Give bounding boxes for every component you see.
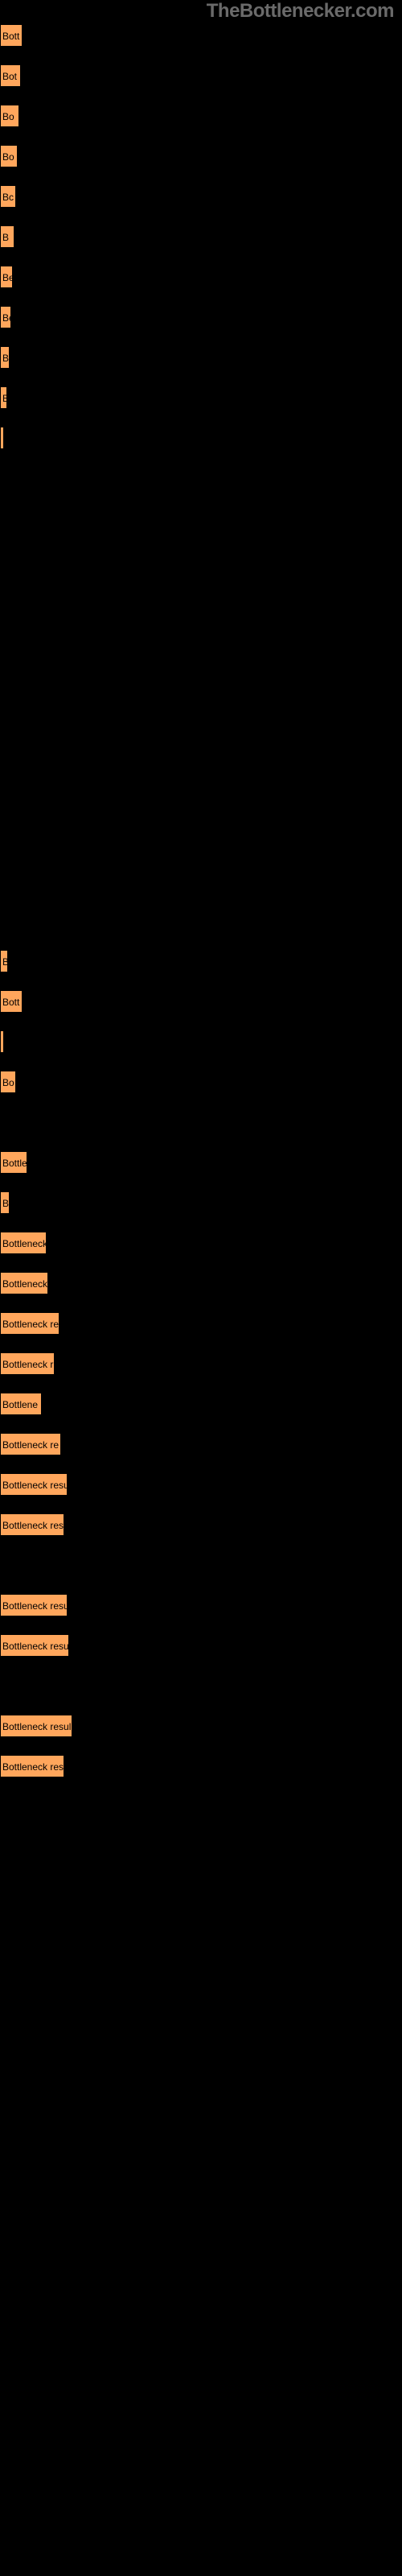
bar: B bbox=[0, 225, 14, 248]
bar: Be bbox=[0, 306, 11, 328]
bar-row: Bott bbox=[0, 990, 402, 1013]
bar: Bottle bbox=[0, 1151, 27, 1174]
bar-row: Bottlene bbox=[0, 1393, 402, 1415]
bar: B bbox=[0, 346, 10, 369]
bar-chart: BottBotBoBoBcBBeBeBBBBottBoBottleBBottle… bbox=[0, 24, 402, 1795]
bar-row bbox=[0, 427, 402, 449]
bar-row: Bottleneck re bbox=[0, 1312, 402, 1335]
bar: Bot bbox=[0, 64, 21, 87]
bar: Bottleneck res bbox=[0, 1755, 64, 1777]
bar: Bott bbox=[0, 990, 23, 1013]
bar: Bo bbox=[0, 1071, 16, 1093]
bar: Be bbox=[0, 266, 13, 288]
bar-row: Bottleneck resu bbox=[0, 1634, 402, 1657]
bar-row bbox=[0, 910, 402, 932]
bar: Bo bbox=[0, 145, 18, 167]
bar: B bbox=[0, 1191, 10, 1214]
bar-row bbox=[0, 668, 402, 691]
bar-row: Bo bbox=[0, 105, 402, 127]
bar-row bbox=[0, 1554, 402, 1576]
bar-row: Bo bbox=[0, 1071, 402, 1093]
bar-row bbox=[0, 1111, 402, 1133]
bar-row: Bottleneck res bbox=[0, 1513, 402, 1536]
bar-row bbox=[0, 1030, 402, 1053]
bar-row: Bottleneck bbox=[0, 1272, 402, 1294]
bar-row: Bc bbox=[0, 185, 402, 208]
bar-row bbox=[0, 467, 402, 489]
bar: Bo bbox=[0, 105, 19, 127]
bar bbox=[0, 427, 4, 449]
bar-row: Bottleneck resu bbox=[0, 1594, 402, 1616]
bar: Bottleneck resu bbox=[0, 1634, 69, 1657]
bar-row: B bbox=[0, 346, 402, 369]
bar-row bbox=[0, 628, 402, 650]
bar bbox=[0, 1030, 4, 1053]
bar: Bottleneck res bbox=[0, 1513, 64, 1536]
bar-row: Be bbox=[0, 266, 402, 288]
bar-row: B bbox=[0, 386, 402, 409]
bar-row bbox=[0, 749, 402, 771]
bar-row: Bo bbox=[0, 145, 402, 167]
bar: B bbox=[0, 950, 8, 972]
bar: Bc bbox=[0, 185, 16, 208]
bar-row bbox=[0, 547, 402, 570]
bar-row: Bottleneck resul bbox=[0, 1715, 402, 1737]
watermark-text: TheBottlenecker.com bbox=[207, 0, 394, 23]
bar: Bottleneck bbox=[0, 1232, 47, 1254]
bar-row: B bbox=[0, 1191, 402, 1214]
bar: B bbox=[0, 386, 7, 409]
bar-row: Bottleneck res bbox=[0, 1755, 402, 1777]
bar-row bbox=[0, 1674, 402, 1697]
bar-row bbox=[0, 789, 402, 811]
bar-row: B bbox=[0, 225, 402, 248]
chart-container: { "watermark": "TheBottlenecker.com", "c… bbox=[0, 0, 402, 2576]
bar-row bbox=[0, 588, 402, 610]
bar-row: Bottleneck resu bbox=[0, 1473, 402, 1496]
bar-row bbox=[0, 869, 402, 892]
bar: Bottleneck r bbox=[0, 1352, 55, 1375]
bar-row: Bottle bbox=[0, 1151, 402, 1174]
bar: Bottleneck resu bbox=[0, 1473, 68, 1496]
bar: Bottleneck resu bbox=[0, 1594, 68, 1616]
bar-row: Bottleneck bbox=[0, 1232, 402, 1254]
bar: Bott bbox=[0, 24, 23, 47]
bar: Bottleneck resul bbox=[0, 1715, 72, 1737]
bar-row: Bottleneck r bbox=[0, 1352, 402, 1375]
bar-row bbox=[0, 507, 402, 530]
bar-row: Bot bbox=[0, 64, 402, 87]
bar-row bbox=[0, 708, 402, 731]
bar: Bottleneck re bbox=[0, 1312, 59, 1335]
bar: Bottleneck re bbox=[0, 1433, 61, 1455]
bar: Bottleneck bbox=[0, 1272, 48, 1294]
bar-row: Bott bbox=[0, 24, 402, 47]
bar-row: B bbox=[0, 950, 402, 972]
bar: Bottlene bbox=[0, 1393, 42, 1415]
bar-row: Be bbox=[0, 306, 402, 328]
bar-row: Bottleneck re bbox=[0, 1433, 402, 1455]
bar-row bbox=[0, 829, 402, 852]
